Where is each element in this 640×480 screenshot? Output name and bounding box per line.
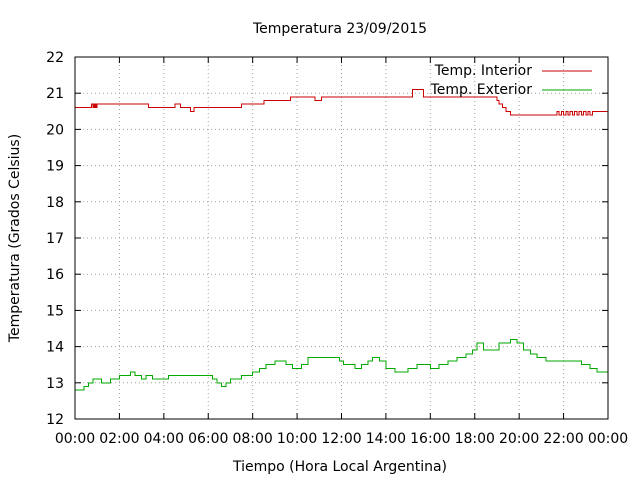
x-tick-label: 00:00	[588, 431, 628, 447]
x-tick-label: 08:00	[232, 431, 272, 447]
x-tick-label: 10:00	[277, 431, 317, 447]
y-tick-label: 20	[46, 122, 64, 138]
y-tick-label: 12	[46, 412, 64, 428]
y-tick-label: 22	[46, 50, 64, 66]
y-tick-label: 15	[46, 303, 64, 319]
legend-label-interior: Temp. Interior	[434, 63, 533, 79]
y-tick-label: 19	[46, 159, 64, 175]
series-line-interior	[75, 89, 608, 116]
x-tick-label: 14:00	[366, 431, 406, 447]
y-tick-label: 16	[46, 267, 64, 283]
y-tick-label: 17	[46, 231, 64, 247]
series-lines	[75, 89, 608, 391]
x-tick-label: 02:00	[99, 431, 139, 447]
chart-title: Temperatura 23/09/2015	[252, 21, 427, 37]
x-tick-label: 12:00	[321, 431, 361, 447]
y-axis-label: Temperatura (Grados Celsius)	[7, 134, 23, 343]
legend: Temp. Interior Temp. Exterior	[430, 63, 592, 98]
y-tick-labels: 12 13 14 15 16 17 18 19 20 21 22	[46, 50, 64, 428]
y-tick-label: 21	[46, 86, 64, 102]
grid	[75, 57, 608, 419]
x-tick-label: 20:00	[499, 431, 539, 447]
legend-label-exterior: Temp. Exterior	[430, 82, 533, 98]
y-tick-label: 13	[46, 376, 64, 392]
x-tick-label: 04:00	[144, 431, 184, 447]
x-tick-labels: 00:00 02:00 04:00 06:00 08:00 10:00 12:00 14:00…	[55, 431, 628, 447]
x-tick-label: 00:00	[55, 431, 95, 447]
x-tick-label: 16:00	[410, 431, 450, 447]
plot-frame	[74, 56, 609, 420]
x-axis-label: Tiempo (Hora Local Argentina)	[232, 459, 447, 475]
x-tick-label: 06:00	[188, 431, 228, 447]
x-tick-label: 22:00	[543, 431, 583, 447]
y-tick-label: 14	[46, 340, 64, 356]
series-line-exterior	[75, 338, 608, 391]
x-tick-label: 18:00	[455, 431, 495, 447]
y-tick-label: 18	[46, 195, 64, 211]
